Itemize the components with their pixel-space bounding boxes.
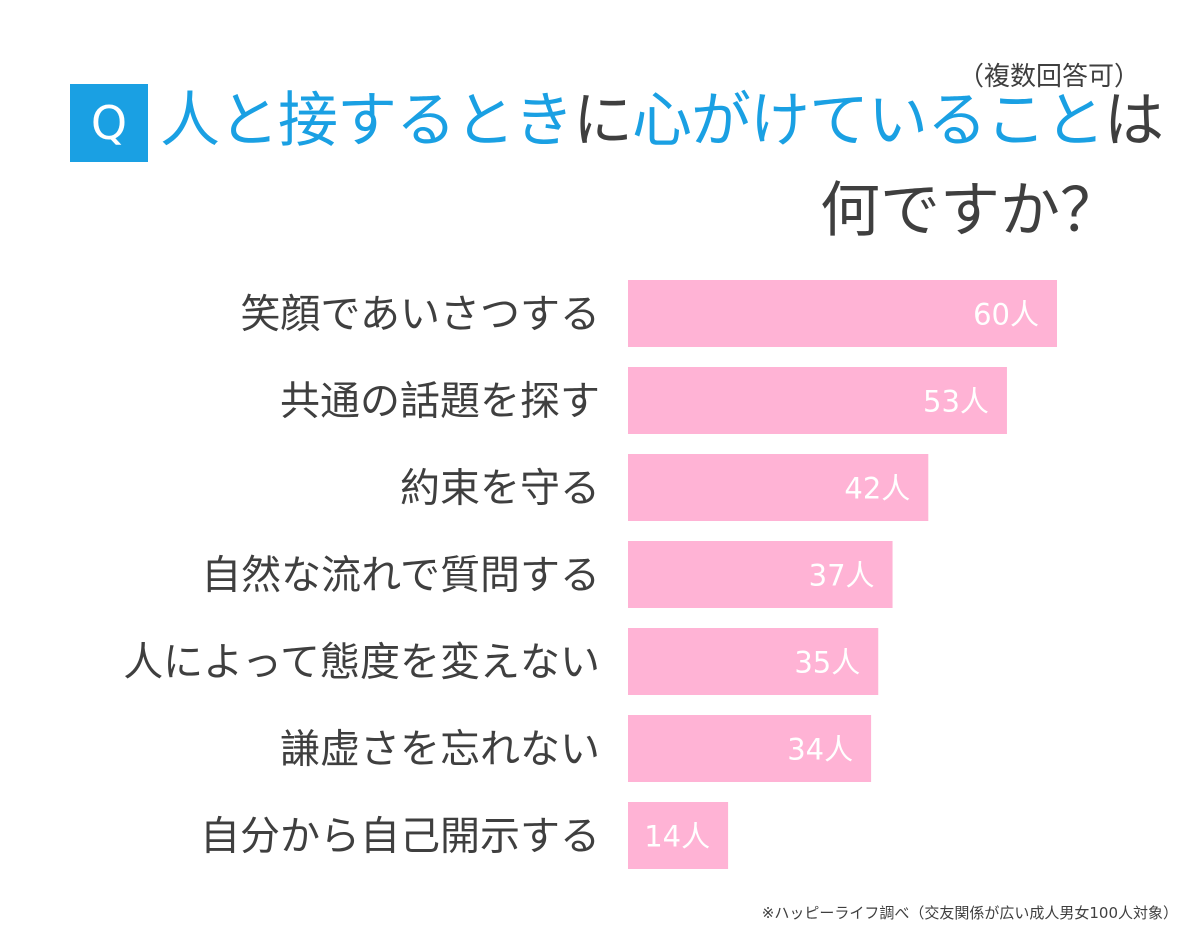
value-label-3: 42人	[844, 472, 910, 506]
title-segment-0: 人と接するとき	[160, 86, 574, 156]
question-title-line2: 何ですか？	[820, 176, 1120, 246]
title-segment-3: は	[1104, 86, 1164, 156]
category-label-6: 謙虚さを忘れない	[280, 727, 600, 773]
source-note: ※ハッピーライフ調べ（交友関係が広い成人男女100人対象）	[761, 904, 1178, 922]
title-segment-2: 心がけていること	[632, 86, 1105, 156]
category-label-5: 人によって態度を変えない	[123, 640, 600, 686]
value-label-5: 35人	[794, 646, 860, 680]
category-label-1: 笑顔であいさつする	[240, 292, 600, 338]
category-label-2: 共通の話題を探す	[280, 379, 600, 425]
bar-5	[628, 628, 879, 695]
bar-1	[628, 280, 1057, 347]
value-label-7: 14人	[644, 820, 710, 854]
multiple-answer-note: （複数回答可）	[958, 62, 1141, 92]
bar-6	[628, 715, 872, 782]
category-label-4: 自然な流れで質問する	[201, 553, 600, 599]
value-label-1: 60人	[973, 298, 1039, 332]
q-badge: Q	[70, 84, 148, 162]
bar-3	[628, 454, 929, 521]
question-title-line1: 人と接するときに心がけていることは	[160, 78, 1164, 164]
value-label-6: 34人	[787, 733, 853, 767]
bar-4	[628, 541, 893, 608]
bar-7	[628, 802, 729, 869]
category-label-3: 約束を守る	[400, 466, 600, 512]
question-title-segments: 人と接するときに心がけていることは	[160, 86, 1164, 156]
bar-2	[628, 367, 1007, 434]
category-label-7: 自分から自己開示する	[200, 814, 600, 860]
title-segment-1: に	[573, 86, 633, 156]
value-label-2: 53人	[923, 385, 989, 419]
value-label-4: 37人	[809, 559, 875, 593]
